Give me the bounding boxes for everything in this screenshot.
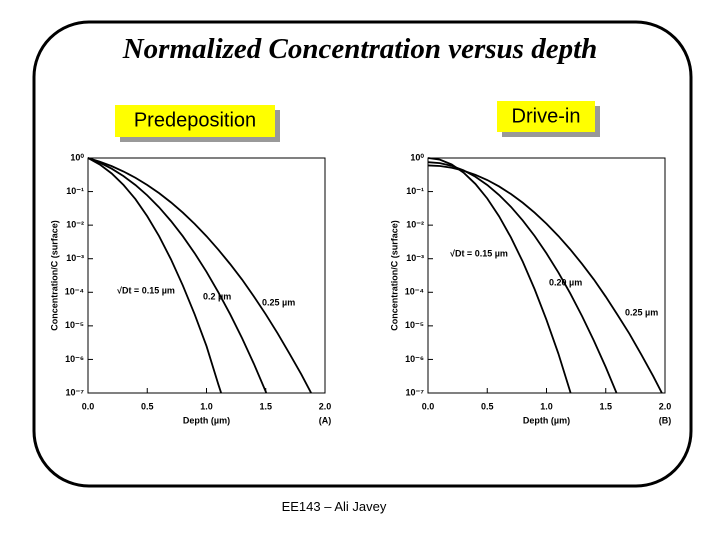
series-line	[428, 157, 572, 393]
footer: EE143 – Ali Javey	[282, 499, 387, 514]
panel-label: (A)	[319, 415, 332, 425]
series-line	[88, 157, 268, 393]
series-label: 0.20 µm	[549, 277, 582, 287]
y-axis-label: Concentration/C (surface)	[389, 220, 399, 331]
x-tick-label: 1.5	[259, 401, 272, 411]
plot-frame	[427, 157, 666, 394]
x-axis-label: Depth (µm)	[523, 415, 570, 425]
y-tick-label: 10⁻²	[406, 220, 424, 230]
label-box	[115, 105, 275, 137]
y-tick-label: 10⁻⁵	[405, 320, 424, 330]
y-tick-label: 10⁰	[70, 152, 84, 162]
x-tick-label: 0.0	[422, 401, 435, 411]
x-tick-label: 0.5	[141, 401, 154, 411]
x-tick-label: 2.0	[319, 401, 332, 411]
x-tick-label: 1.0	[200, 401, 213, 411]
y-tick-label: 10⁻⁶	[65, 354, 84, 364]
y-tick-label: 10⁻²	[66, 220, 84, 230]
y-tick-label: 10⁻⁴	[65, 287, 84, 297]
plot-frame	[87, 157, 326, 394]
series-label: 0.25 µm	[262, 297, 295, 307]
chart-subtitle: Drive-in	[512, 105, 581, 127]
series-label: √Dt = 0.15 µm	[450, 248, 508, 258]
series-line	[88, 157, 313, 393]
y-axis-label: Concentration/C (surface)	[49, 220, 59, 331]
series-label: 0.2 µm	[203, 291, 231, 301]
x-tick-label: 0.5	[481, 401, 494, 411]
series-label: 0.25 µm	[625, 307, 658, 317]
series-label: √Dt = 0.15 µm	[117, 285, 175, 295]
y-tick-label: 10⁻⁶	[405, 354, 424, 364]
panel-label: (B)	[659, 415, 672, 425]
y-tick-label: 10⁻¹	[66, 186, 84, 196]
series-line	[428, 161, 618, 393]
y-tick-label: 10⁻³	[66, 253, 84, 263]
y-tick-label: 10⁻⁴	[405, 287, 424, 297]
x-tick-label: 2.0	[659, 401, 672, 411]
slide-title: Normalized Concentration versus depth	[122, 33, 598, 65]
y-tick-label: 10⁻⁵	[65, 320, 84, 330]
series-line	[88, 157, 223, 393]
label-box	[497, 101, 595, 132]
x-tick-label: 0.0	[82, 401, 95, 411]
x-tick-label: 1.0	[540, 401, 553, 411]
series-line	[428, 164, 663, 393]
x-tick-label: 1.5	[599, 401, 612, 411]
y-tick-label: 10⁻³	[406, 253, 424, 263]
slide-frame	[32, 20, 693, 488]
chart-subtitle: Predeposition	[134, 109, 256, 131]
x-axis-label: Depth (µm)	[183, 415, 230, 425]
y-tick-label: 10⁻¹	[406, 186, 424, 196]
y-tick-label: 10⁻⁷	[66, 387, 85, 397]
y-tick-label: 10⁻⁷	[406, 387, 425, 397]
y-tick-label: 10⁰	[410, 152, 424, 162]
